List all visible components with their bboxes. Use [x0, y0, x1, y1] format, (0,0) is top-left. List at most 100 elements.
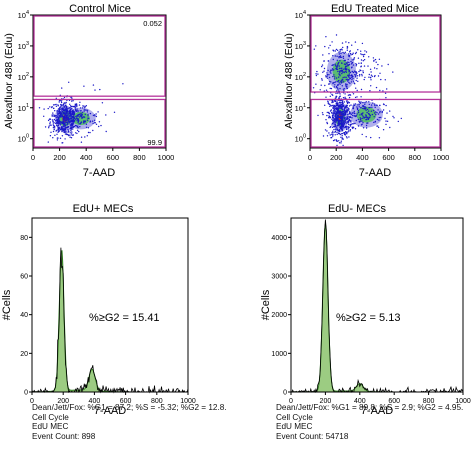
panel-edu-pos-histogram: EdU+ MECs 0 200 400 600 800 1000 0 20 40 60 80 7-AA… — [1, 203, 196, 417]
data-point — [61, 142, 63, 144]
data-point — [340, 103, 342, 106]
data-point — [326, 72, 328, 74]
data-point — [337, 112, 339, 114]
data-point — [65, 110, 67, 113]
data-point — [346, 121, 348, 123]
data-point — [62, 122, 64, 124]
data-point — [357, 104, 359, 106]
data-point — [54, 134, 56, 136]
data-point — [74, 111, 76, 113]
data-point — [56, 110, 59, 112]
data-point — [336, 107, 338, 109]
data-point — [348, 102, 351, 104]
data-point — [327, 60, 330, 62]
data-point — [61, 135, 64, 137]
data-point — [365, 127, 368, 129]
data-point — [342, 144, 344, 147]
data-point — [331, 132, 333, 134]
data-point — [349, 129, 352, 131]
data-point — [341, 111, 343, 113]
gate-label: 99.9 — [147, 138, 162, 147]
data-point — [361, 53, 363, 56]
data-point — [329, 105, 331, 108]
data-point — [354, 76, 357, 78]
data-point — [336, 114, 338, 117]
model-area — [291, 223, 463, 392]
data-point — [381, 65, 383, 67]
y-tick-label: 103 — [18, 41, 29, 51]
data-point — [354, 71, 357, 73]
data-point — [362, 70, 364, 72]
data-point — [105, 130, 107, 133]
data-point — [354, 52, 357, 55]
data-point — [85, 105, 88, 107]
data-point — [381, 110, 383, 113]
data-point — [336, 110, 338, 113]
data-point — [336, 131, 338, 134]
data-point — [342, 57, 345, 59]
data-point — [337, 84, 339, 86]
data-point — [338, 132, 340, 135]
data-point — [352, 71, 355, 74]
data-point — [333, 128, 335, 131]
data-point — [330, 70, 332, 72]
data-point — [322, 71, 324, 74]
data-point — [56, 116, 58, 118]
data-point — [331, 118, 333, 120]
data-point — [83, 110, 85, 112]
data-point — [70, 129, 72, 131]
data-point — [87, 131, 90, 134]
data-point — [69, 121, 71, 123]
data-point — [328, 83, 331, 85]
data-point — [343, 132, 345, 134]
data-point — [342, 119, 344, 122]
data-point — [330, 109, 333, 111]
data-point — [365, 101, 367, 103]
data-point — [348, 94, 351, 96]
data-point — [356, 75, 359, 77]
data-point — [338, 142, 341, 144]
data-point — [338, 104, 340, 106]
data-point — [349, 125, 351, 127]
data-point — [335, 77, 338, 79]
data-point — [341, 81, 343, 83]
data-point — [374, 120, 377, 123]
data-point — [329, 134, 331, 136]
data-point — [355, 51, 357, 54]
stats-edu-pos: Dean/Jett/Fox: %G1 = 87.2; %S = -5.32; %… — [32, 403, 227, 441]
data-point — [349, 75, 351, 77]
data-point — [352, 112, 354, 114]
data-point — [358, 62, 360, 64]
data-point — [67, 117, 70, 120]
data-point — [334, 118, 336, 120]
data-point — [63, 119, 65, 121]
data-point — [63, 106, 65, 109]
data-point — [76, 120, 78, 122]
data-point — [72, 121, 74, 123]
data-point — [328, 53, 330, 55]
data-point — [329, 87, 331, 90]
data-point — [334, 106, 337, 108]
data-point — [349, 121, 352, 123]
data-point — [51, 106, 53, 108]
data-point — [385, 97, 387, 99]
data-point — [95, 115, 98, 118]
data-point — [113, 111, 116, 114]
data-point — [342, 76, 344, 79]
data-point — [363, 117, 366, 119]
x-tick-label: 400 — [80, 153, 93, 162]
data-point — [89, 131, 91, 134]
data-point — [372, 57, 375, 59]
data-point — [384, 117, 386, 120]
data-point — [380, 78, 382, 81]
data-point — [400, 117, 402, 120]
data-point — [367, 65, 369, 67]
data-point — [315, 74, 318, 77]
data-point — [353, 57, 356, 59]
data-point — [332, 134, 334, 136]
data-point — [360, 53, 362, 55]
data-point — [362, 115, 364, 117]
data-point — [354, 115, 356, 117]
data-point — [67, 121, 69, 123]
data-point — [374, 106, 376, 109]
